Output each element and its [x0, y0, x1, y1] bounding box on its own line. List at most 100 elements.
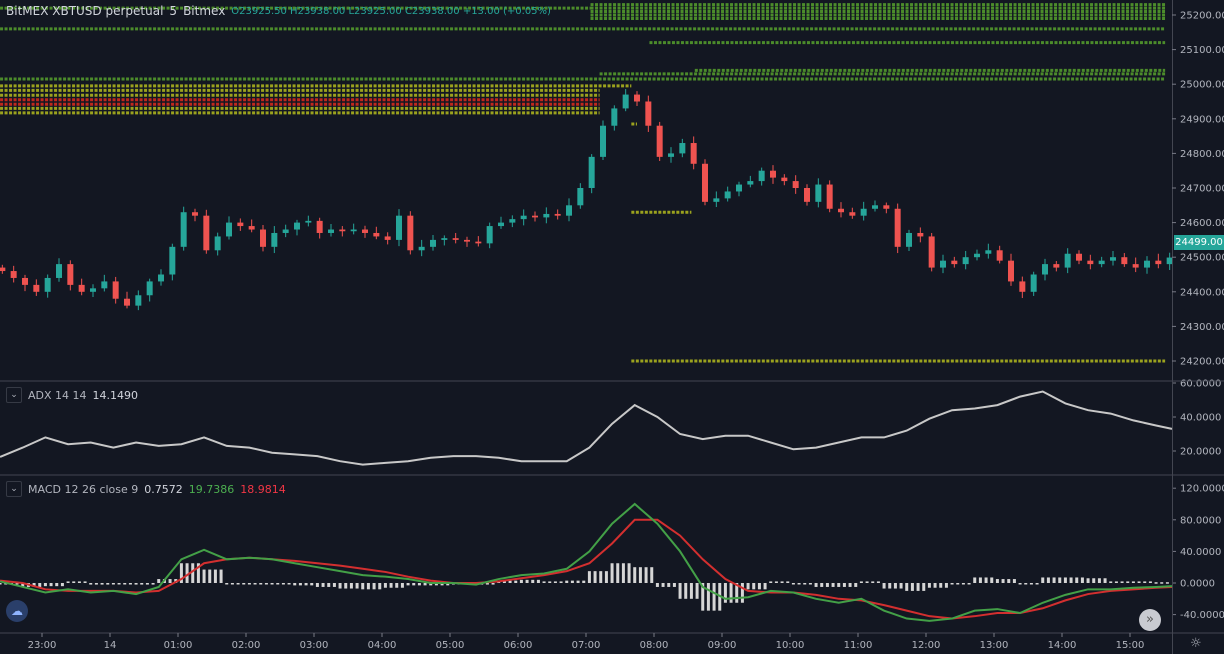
gear-icon[interactable]: ☼: [1190, 636, 1202, 651]
candle-body: [532, 215, 538, 218]
chevron-down-icon[interactable]: ⌄: [6, 387, 22, 403]
macd-histogram-bar: [678, 583, 682, 599]
scroll-to-realtime-button[interactable]: »: [1139, 609, 1161, 631]
macd-histogram-bar: [117, 583, 121, 585]
macd-histogram-bar: [944, 583, 948, 588]
macd-histogram-bar: [876, 581, 880, 583]
candle-body: [702, 163, 708, 202]
macd-histogram-bar: [191, 563, 195, 583]
adx-line: [0, 390, 1173, 466]
price-tick-label: 24800.00: [1180, 149, 1224, 160]
macd-histogram-bar: [276, 583, 280, 585]
candle-body: [260, 229, 266, 247]
candle-body: [90, 288, 96, 292]
macd-histogram-bar: [1058, 577, 1062, 583]
candle-body: [577, 188, 584, 206]
macd-histogram-bar: [225, 583, 229, 585]
macd-histogram-bar: [372, 583, 376, 590]
candle-body: [634, 94, 640, 102]
macd-histogram-bar: [94, 583, 98, 585]
candle-body: [282, 229, 289, 233]
macd-histogram-bar: [888, 583, 892, 589]
candle-body: [883, 205, 890, 209]
candle-body: [192, 212, 198, 216]
macd-histogram-bar: [66, 581, 70, 583]
macd-histogram-bar: [327, 583, 331, 587]
macd-histogram-bar: [242, 583, 246, 585]
symbol-legend: BitMEX XBTUSD perpetual 5 Bitmex O23925.…: [6, 4, 551, 18]
macd-histogram-bar: [661, 583, 665, 587]
candle-body: [294, 222, 300, 230]
macd-histogram-bar: [786, 581, 790, 583]
price-tick-label: 24700.00: [1180, 184, 1224, 195]
chevron-down-icon[interactable]: ⌄: [6, 481, 22, 497]
candle-body: [362, 229, 368, 233]
macd-signal-value: 18.9814: [240, 482, 286, 496]
macd-histogram-bar: [485, 583, 489, 585]
macd-histogram-bar: [984, 577, 988, 583]
macd-histogram-bar: [264, 583, 268, 585]
macd-histogram-bar: [1137, 581, 1141, 583]
candle-body: [10, 271, 17, 278]
time-tick-label: 11:00: [844, 640, 873, 651]
candle-body: [464, 239, 470, 242]
candle-body: [158, 274, 164, 282]
macd-histogram-bar: [1080, 577, 1084, 583]
macd-histogram-bar: [695, 583, 699, 599]
macd-histogram-bar: [151, 583, 155, 585]
macd-histogram-bar: [0, 583, 2, 585]
candle-body: [872, 205, 878, 209]
macd-histogram-bar: [434, 583, 438, 586]
macd-histogram-bar: [854, 583, 858, 587]
candle-body: [56, 264, 62, 278]
macd-histogram-bar: [1131, 581, 1135, 583]
candle-body: [1166, 257, 1173, 265]
macd-histogram-bar: [599, 571, 603, 583]
candle-body: [1030, 274, 1037, 292]
macd-histogram-bar: [689, 583, 693, 599]
candle-body: [917, 232, 924, 237]
macd-histogram-bar: [638, 567, 642, 583]
cloud-logo-icon[interactable]: ☁: [6, 600, 28, 622]
last-price-label: 24499.00: [1174, 235, 1224, 250]
interval-label[interactable]: 5: [169, 4, 178, 18]
macd-histogram-bar: [355, 583, 359, 589]
symbol-title[interactable]: BitMEX XBTUSD perpetual: [6, 4, 164, 18]
candle-body: [656, 125, 663, 157]
macd-tick-label: 80.0000: [1180, 515, 1221, 526]
macd-histogram-bar: [106, 583, 110, 585]
macd-histogram-bar: [820, 583, 824, 587]
macd-histogram-bar: [440, 583, 444, 586]
candle-body: [543, 213, 550, 218]
macd-histogram-bar: [593, 571, 597, 583]
candle-body: [758, 170, 765, 182]
macd-histogram-bar: [1160, 582, 1164, 584]
macd-histogram-bar: [417, 583, 421, 586]
macd-histogram-bar: [746, 583, 750, 590]
macd-histogram-bar: [616, 563, 620, 583]
macd-histogram-bar: [808, 583, 812, 585]
macd-histogram-bar: [712, 583, 716, 611]
time-tick-label: 05:00: [436, 640, 465, 651]
macd-histogram-bar: [723, 583, 727, 603]
candle-body: [67, 264, 74, 285]
macd-histogram-bar: [842, 583, 846, 587]
macd-histogram-bar: [706, 583, 710, 611]
macd-tick-label: 0.0000: [1180, 579, 1215, 590]
macd-histogram-bar: [1046, 577, 1050, 583]
candle-body: [248, 226, 255, 230]
price-tick-label: 24600.00: [1180, 218, 1224, 229]
time-tick-label: 14: [104, 640, 117, 651]
macd-histogram-bar: [366, 583, 370, 590]
macd-histogram-bar: [1109, 581, 1113, 583]
candle-body: [679, 143, 686, 154]
candle-body: [951, 260, 958, 265]
candle-body: [860, 208, 867, 216]
macd-histogram-bar: [621, 563, 625, 583]
macd-histogram-bar: [270, 583, 274, 585]
macd-histogram-bar: [304, 583, 308, 586]
macd-histogram-bar: [185, 563, 189, 583]
macd-histogram-bar: [633, 567, 637, 583]
candle-body: [101, 281, 108, 289]
